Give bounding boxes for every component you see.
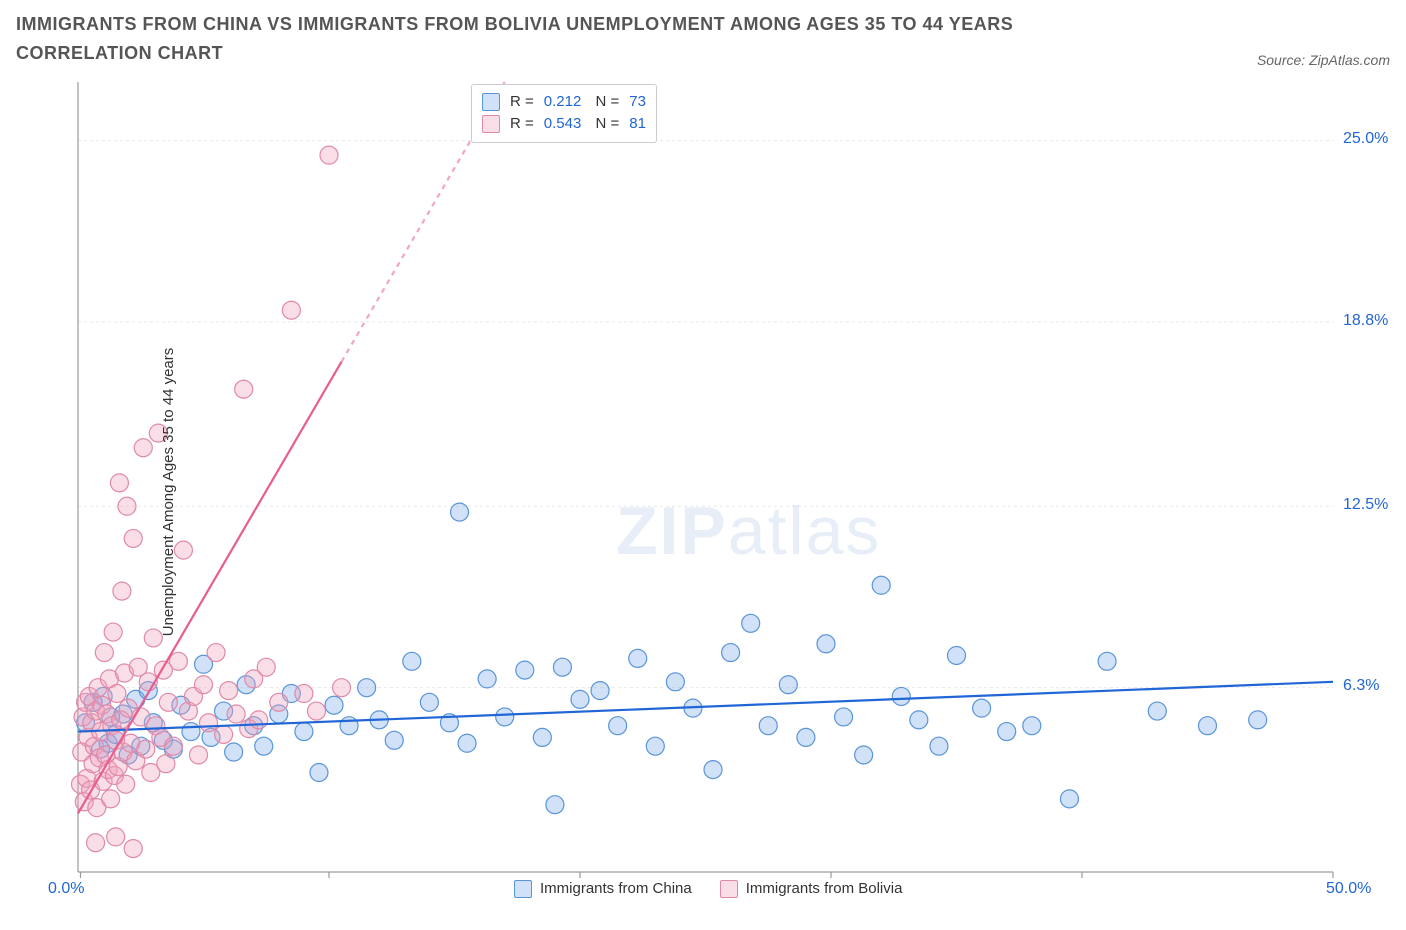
legend-row: R = 0.543 N = 81: [482, 113, 646, 136]
y-tick-label: 18.8%: [1343, 312, 1388, 330]
legend-swatch: [482, 93, 500, 111]
legend-item: Immigrants from Bolivia: [720, 880, 903, 898]
y-tick-label: 25.0%: [1343, 130, 1388, 148]
chart-title: IMMIGRANTS FROM CHINA VS IMMIGRANTS FROM…: [16, 10, 1116, 68]
legend-r-value: 0.543: [544, 113, 582, 136]
y-tick-label: 12.5%: [1343, 496, 1388, 514]
legend-r-value: 0.212: [544, 91, 582, 114]
legend-series-name: Immigrants from China: [540, 880, 692, 897]
legend-row: R = 0.212 N = 73: [482, 91, 646, 114]
legend-n-label: N =: [591, 113, 619, 136]
legend-r-label: R =: [510, 91, 534, 114]
chart-container: ZIPatlas Unemployment Among Ages 35 to 4…: [16, 72, 1390, 912]
x-max-label: 50.0%: [1326, 880, 1371, 898]
legend-item: Immigrants from China: [514, 880, 692, 898]
series-legend: Immigrants from China Immigrants from Bol…: [514, 880, 902, 898]
legend-n-value: 73: [629, 91, 646, 114]
legend-swatch: [482, 115, 500, 133]
legend-swatch: [720, 880, 738, 898]
legend-n-value: 81: [629, 113, 646, 136]
x-origin-label: 0.0%: [48, 880, 84, 898]
y-tick-label: 6.3%: [1343, 677, 1379, 695]
legend-r-label: R =: [510, 113, 534, 136]
scatter-plot-svg: [16, 72, 1390, 912]
source-attribution: Source: ZipAtlas.com: [1257, 52, 1390, 68]
y-axis-title: Unemployment Among Ages 35 to 44 years: [160, 347, 177, 636]
legend-swatch: [514, 880, 532, 898]
legend-series-name: Immigrants from Bolivia: [746, 880, 903, 897]
header-row: IMMIGRANTS FROM CHINA VS IMMIGRANTS FROM…: [16, 10, 1390, 68]
legend-n-label: N =: [591, 91, 619, 114]
correlation-legend: R = 0.212 N = 73 R = 0.543 N = 81: [471, 84, 657, 143]
